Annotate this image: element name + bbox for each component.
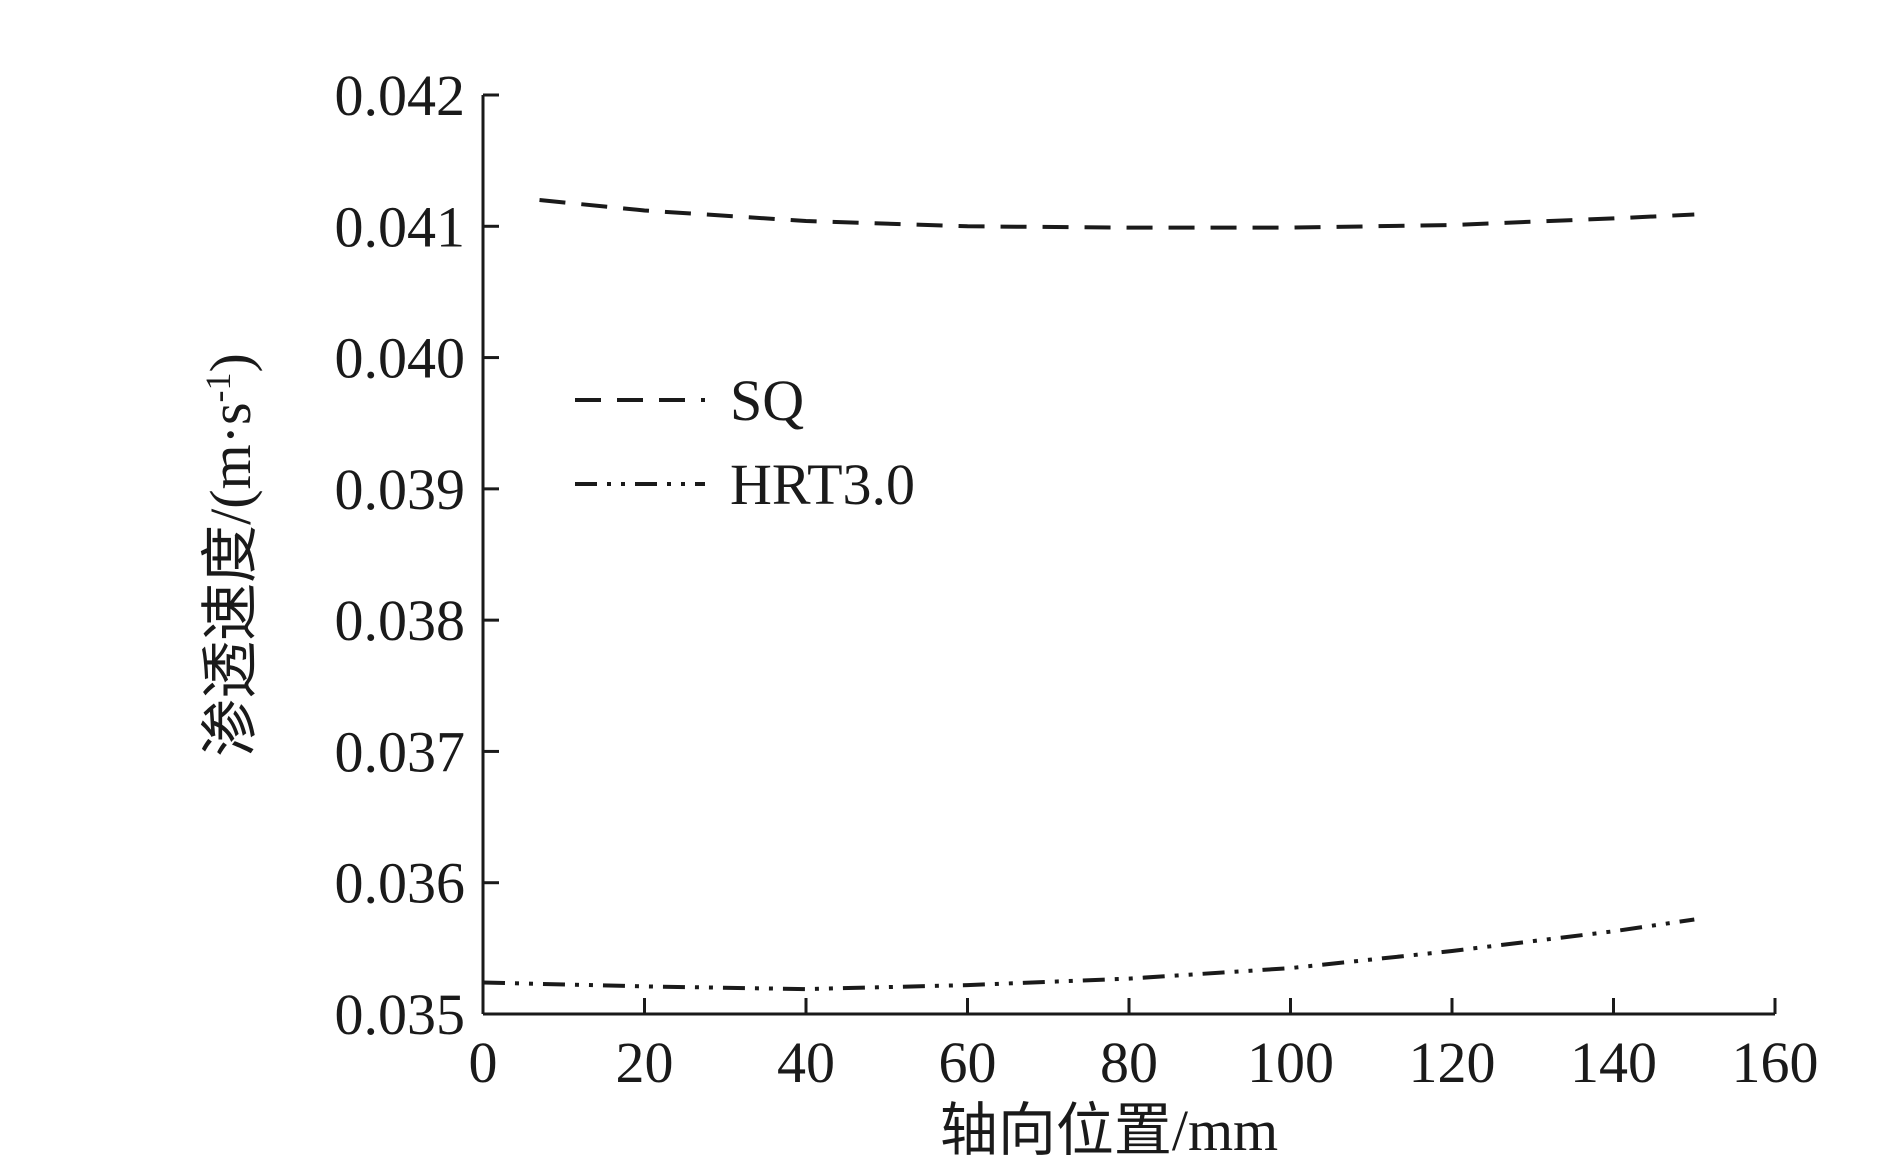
series-line-sq	[539, 198, 1695, 230]
y-axis-ticks: 0.035 0.036 0.037 0.038 0.039 0.040 0.041 0.042	[335, 63, 499, 1047]
y-tick-label: 0.041	[335, 194, 466, 259]
y-axis-title-close: )	[198, 353, 263, 372]
y-tick-label: 0.042	[335, 63, 466, 128]
y-tick-label: 0.036	[335, 851, 466, 916]
y-tick-label: 0.039	[335, 457, 466, 522]
x-tick-label: 100	[1247, 1030, 1334, 1095]
y-tick-label: 0.040	[335, 326, 466, 391]
legend-label: HRT3.0	[730, 452, 915, 517]
x-tick-label: 140	[1570, 1030, 1657, 1095]
axes	[481, 95, 1775, 1016]
y-tick-label: 0.035	[335, 982, 466, 1047]
x-axis-ticks: 0 20 40 60 80 100 120 140 160	[469, 998, 1819, 1095]
x-tick-label: 40	[777, 1030, 835, 1095]
y-axis-title-main: 渗透速度/(m·s	[198, 402, 263, 756]
y-axis-title: 渗透速度/(m·s-1)	[198, 353, 263, 757]
legend-label: SQ	[730, 368, 804, 433]
y-tick-label: 0.037	[335, 719, 466, 784]
series-layer	[482, 198, 1695, 992]
legend: SQ HRT3.0	[575, 368, 915, 517]
x-tick-label: 160	[1732, 1030, 1819, 1095]
x-tick-label: 120	[1409, 1030, 1496, 1095]
y-axis-title-superscript: -1	[198, 372, 238, 402]
x-axis-title: 轴向位置/mm	[940, 1098, 1278, 1161]
y-tick-label: 0.038	[335, 588, 466, 653]
series-line-hrt3-0	[482, 917, 1695, 992]
x-tick-label: 80	[1100, 1030, 1158, 1095]
x-tick-label: 0	[469, 1030, 498, 1095]
x-tick-label: 60	[939, 1030, 997, 1095]
x-tick-label: 20	[616, 1030, 674, 1095]
